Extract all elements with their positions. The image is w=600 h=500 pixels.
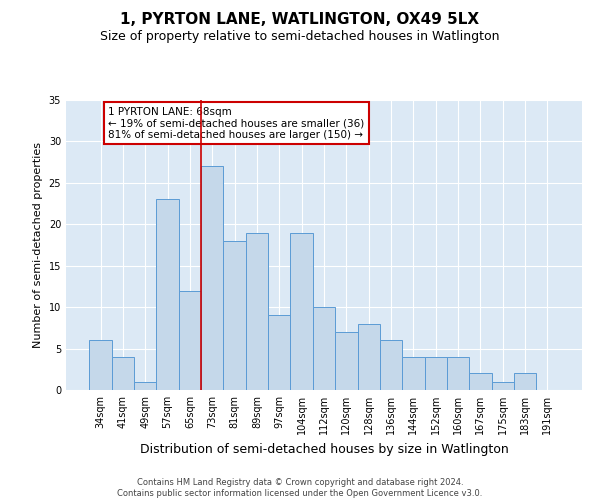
Y-axis label: Number of semi-detached properties: Number of semi-detached properties [33, 142, 43, 348]
Bar [425, 357, 447, 390]
Text: 1, PYRTON LANE, WATLINGTON, OX49 5LX: 1, PYRTON LANE, WATLINGTON, OX49 5LX [121, 12, 479, 28]
Text: 1 PYRTON LANE: 68sqm
← 19% of semi-detached houses are smaller (36)
81% of semi-: 1 PYRTON LANE: 68sqm ← 19% of semi-detac… [109, 106, 365, 140]
Bar [290, 232, 313, 390]
Bar [134, 382, 157, 390]
Bar [201, 166, 223, 390]
Bar [223, 241, 246, 390]
Bar [157, 200, 179, 390]
Bar [402, 357, 425, 390]
Bar [179, 290, 201, 390]
Bar [514, 374, 536, 390]
Bar [268, 316, 290, 390]
X-axis label: Distribution of semi-detached houses by size in Watlington: Distribution of semi-detached houses by … [140, 442, 508, 456]
Bar [358, 324, 380, 390]
Bar [447, 357, 469, 390]
Bar [335, 332, 358, 390]
Bar [89, 340, 112, 390]
Bar [112, 357, 134, 390]
Text: Size of property relative to semi-detached houses in Watlington: Size of property relative to semi-detach… [100, 30, 500, 43]
Text: Contains HM Land Registry data © Crown copyright and database right 2024.
Contai: Contains HM Land Registry data © Crown c… [118, 478, 482, 498]
Bar [313, 307, 335, 390]
Bar [491, 382, 514, 390]
Bar [469, 374, 491, 390]
Bar [380, 340, 402, 390]
Bar [246, 232, 268, 390]
